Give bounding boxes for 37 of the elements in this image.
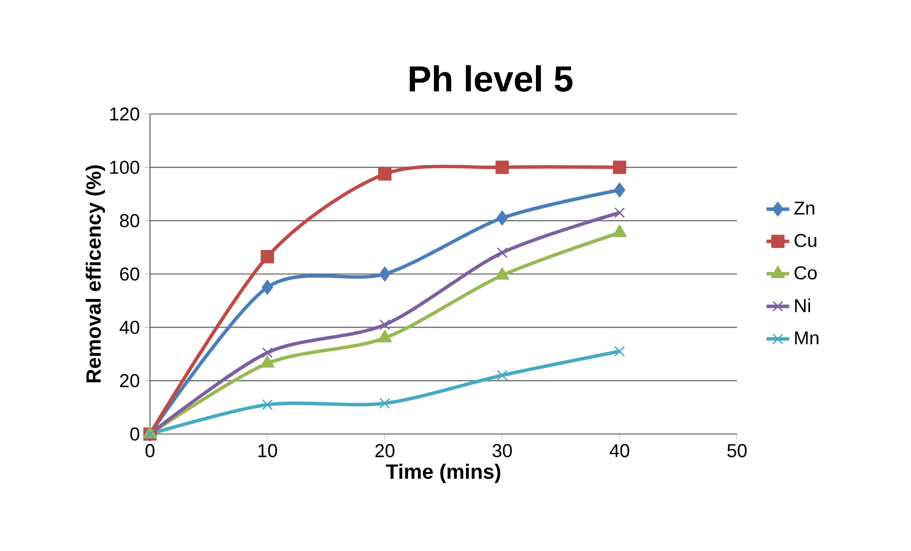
x-tick-label: 30	[492, 444, 512, 458]
x-tick-label: 40	[610, 444, 630, 458]
y-tick-label: 40	[120, 320, 140, 334]
y-tick-label: 80	[120, 214, 140, 228]
point	[496, 160, 509, 174]
legend-label: Zn	[794, 202, 814, 215]
point	[262, 280, 274, 295]
point	[496, 210, 508, 226]
point	[260, 250, 274, 264]
point	[614, 207, 625, 218]
point	[496, 247, 508, 258]
point	[612, 160, 626, 174]
point	[496, 370, 508, 381]
legend-label: Cu	[794, 234, 816, 248]
y-tick-label: 0	[130, 427, 140, 441]
point	[379, 398, 390, 409]
point	[262, 399, 273, 410]
y-tick-label: 120	[110, 107, 140, 121]
y-axis-title: Removal efficency (%)	[86, 165, 105, 382]
y-tick-label: 60	[120, 267, 140, 281]
x-tick-label: 10	[258, 444, 278, 458]
legend-label: Ni	[795, 298, 810, 312]
point	[379, 266, 390, 282]
legend-label: Co	[794, 266, 817, 280]
point	[614, 346, 625, 357]
point	[379, 319, 390, 330]
point	[378, 167, 392, 181]
legend-label: Mn	[795, 331, 818, 344]
point	[614, 182, 626, 198]
x-tick-label: 50	[727, 444, 747, 458]
chart-title: Ph level 5	[410, 65, 572, 92]
y-tick-label: 100	[110, 160, 140, 174]
x-axis-title: Time (mins)	[386, 464, 500, 484]
y-tick-label: 20	[120, 374, 140, 388]
point	[262, 347, 273, 358]
x-tick-label: 20	[375, 444, 394, 458]
x-tick-label: 0	[146, 444, 154, 458]
